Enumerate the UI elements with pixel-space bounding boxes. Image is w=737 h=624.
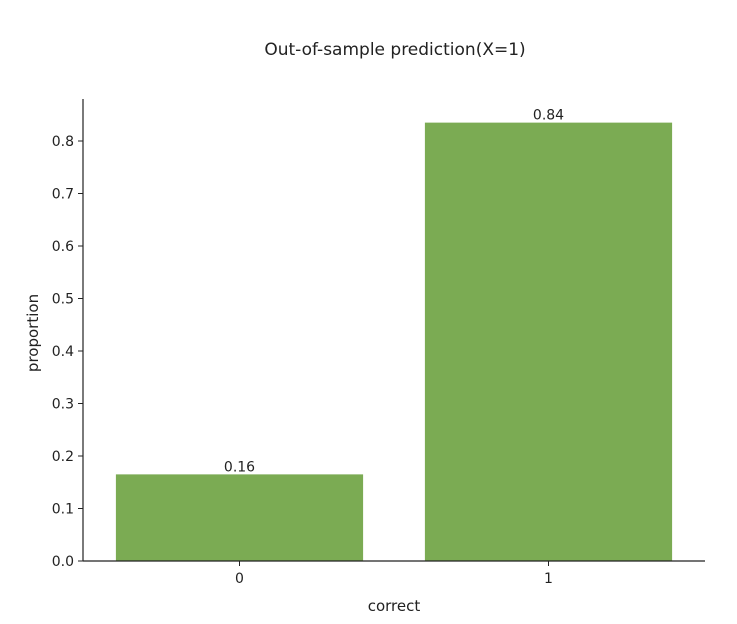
y-tick-label: 0.0 — [52, 554, 74, 570]
data-labels-group: 0.16 0.84 — [224, 108, 564, 476]
y-tick-label: 0.5 — [52, 292, 74, 308]
y-tick-label: 0.8 — [52, 134, 74, 150]
x-axis-label: correct — [368, 597, 421, 615]
bars-group — [115, 122, 673, 561]
y-tick-label: 0.1 — [52, 502, 74, 518]
y-tick-label: 0.2 — [52, 449, 74, 465]
bar-0 — [115, 474, 364, 561]
y-tick-label: 0.4 — [52, 344, 74, 360]
y-axis: 0.0 0.1 0.2 0.3 0.4 0.5 0.6 0.7 0.8 — [52, 99, 84, 570]
x-tick-label-1: 1 — [544, 571, 553, 587]
data-label-1: 0.84 — [533, 108, 564, 124]
chart-title: Out-of-sample prediction(X=1) — [264, 40, 525, 60]
x-tick-label-0: 0 — [235, 571, 244, 587]
data-label-0: 0.16 — [224, 459, 255, 475]
y-tick-label: 0.3 — [52, 397, 74, 413]
y-tick-label: 0.6 — [52, 239, 74, 255]
y-axis-label: proportion — [24, 294, 42, 372]
bar-1 — [424, 122, 673, 561]
y-tick-label: 0.7 — [52, 187, 74, 203]
